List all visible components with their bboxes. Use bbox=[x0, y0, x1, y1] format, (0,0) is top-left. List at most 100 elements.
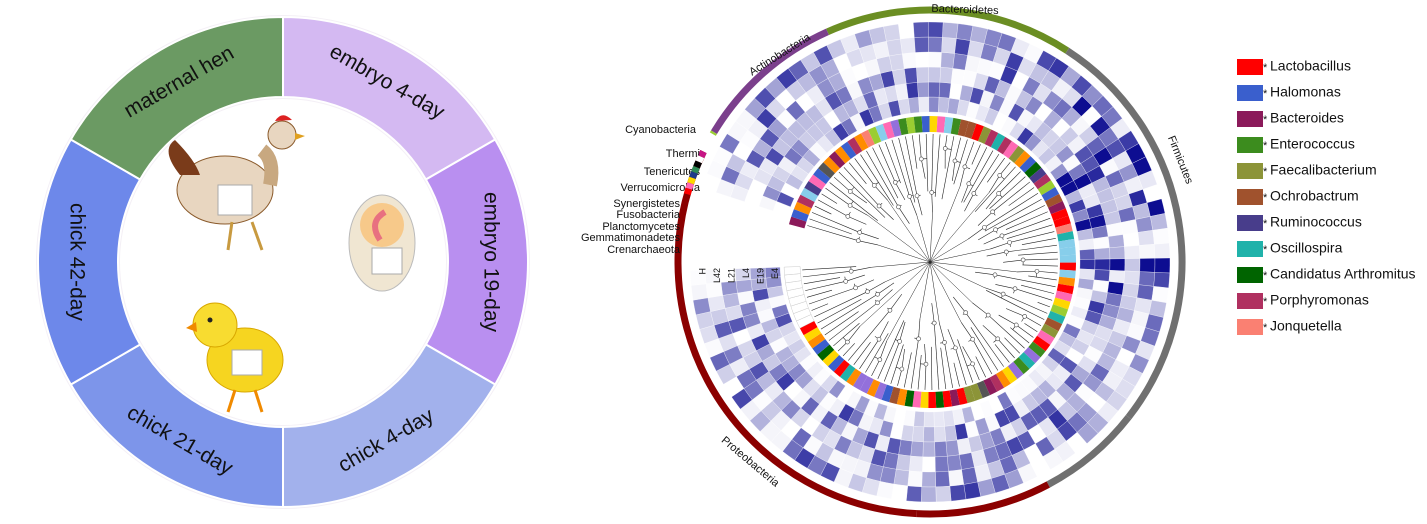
tree-branch bbox=[1036, 270, 1058, 274]
heatmap-cell bbox=[928, 51, 942, 68]
phylum-arc bbox=[709, 130, 717, 136]
tree-node bbox=[847, 189, 853, 194]
genus-cell bbox=[866, 379, 881, 397]
tree-branch bbox=[848, 310, 891, 361]
illustrations bbox=[168, 115, 416, 413]
genus-cell bbox=[822, 349, 840, 367]
tree-branch bbox=[820, 294, 878, 330]
tree-node bbox=[990, 209, 995, 215]
tree-branch bbox=[851, 267, 871, 272]
chick-leg bbox=[253, 389, 264, 413]
genus-cell bbox=[1041, 186, 1060, 202]
genus-cell bbox=[905, 116, 916, 134]
heatmap-cell bbox=[1078, 268, 1095, 281]
tree-branch bbox=[955, 347, 967, 385]
tree-node bbox=[1022, 314, 1027, 319]
stage-label: embryo 19-day bbox=[479, 192, 502, 333]
tree-node bbox=[997, 173, 1003, 178]
legend-label: Enterococcus bbox=[1270, 136, 1355, 152]
legend-label: Porphyromonas bbox=[1270, 292, 1369, 308]
genus-cell bbox=[847, 137, 863, 155]
tree-branch bbox=[972, 339, 993, 375]
legend-label: Lactobacillus bbox=[1270, 58, 1351, 74]
genus-cell bbox=[943, 116, 954, 134]
genus-cell bbox=[898, 118, 909, 136]
tree-branch bbox=[952, 296, 966, 313]
genus-cell bbox=[889, 386, 901, 405]
phylum-label: Gemmatimonadetes bbox=[581, 232, 681, 244]
heatmap-cell bbox=[1093, 236, 1110, 250]
tree-branch bbox=[985, 193, 999, 210]
tree-branch bbox=[1018, 251, 1058, 256]
genus-cell bbox=[920, 391, 929, 408]
tree-node bbox=[1007, 240, 1012, 245]
heatmap-cell bbox=[1109, 258, 1126, 272]
tree-branch bbox=[1014, 288, 1053, 301]
heatmap-cell bbox=[689, 269, 707, 286]
tree-branch bbox=[924, 364, 927, 390]
tree-branch bbox=[939, 322, 945, 343]
tree-branch bbox=[964, 193, 975, 212]
tree-node bbox=[962, 164, 968, 170]
tree-branch bbox=[995, 284, 1016, 289]
tree-node bbox=[931, 320, 937, 326]
heatmap-cell bbox=[1154, 257, 1171, 274]
tree-node bbox=[877, 357, 883, 362]
tree-node bbox=[942, 146, 948, 151]
heatmap-cell bbox=[934, 426, 947, 443]
tree-branch bbox=[803, 277, 841, 285]
legend-marker: * bbox=[1263, 270, 1268, 282]
genus-cell bbox=[1008, 145, 1025, 163]
tree-branch bbox=[970, 327, 999, 371]
legend-label: Faecalibacterium bbox=[1270, 162, 1377, 178]
heatmap-cell bbox=[1108, 234, 1125, 248]
genus-cell bbox=[921, 116, 930, 133]
tree-node bbox=[1020, 257, 1026, 263]
tree-branch bbox=[972, 302, 989, 316]
legend-marker: * bbox=[1263, 296, 1268, 308]
genus-cell bbox=[1013, 357, 1030, 375]
tree-branch bbox=[931, 192, 933, 213]
genus-cell bbox=[840, 141, 857, 159]
tree-branch bbox=[814, 291, 868, 318]
tree-branch bbox=[909, 196, 918, 216]
heatmap-cell bbox=[1123, 270, 1140, 285]
heatmap-cell bbox=[956, 23, 974, 41]
genus-cell bbox=[791, 209, 809, 222]
genus-cell bbox=[1019, 156, 1037, 173]
heatmap-cell bbox=[1093, 269, 1110, 282]
heatmap-cell bbox=[934, 441, 948, 458]
tree-branch bbox=[998, 171, 1021, 194]
phylum-label: Synergistetes bbox=[613, 198, 680, 210]
genus-cell bbox=[956, 387, 968, 405]
phylum-arc bbox=[826, 6, 1070, 54]
tree-branch bbox=[825, 187, 851, 206]
genus-cell bbox=[803, 327, 822, 342]
legend-swatch bbox=[1237, 319, 1263, 335]
genus-cell bbox=[976, 380, 990, 399]
microbe-box bbox=[371, 247, 403, 275]
tree-node bbox=[899, 366, 905, 372]
tree-branch bbox=[994, 274, 1056, 288]
genus-cell bbox=[804, 180, 822, 196]
heatmap-cell bbox=[1122, 232, 1140, 247]
tree-branch bbox=[975, 271, 996, 276]
tree-node bbox=[952, 158, 958, 164]
tree-branch bbox=[971, 144, 981, 165]
tree-branch bbox=[814, 205, 832, 215]
heatmap-cell bbox=[934, 456, 949, 473]
legend-marker: * bbox=[1263, 244, 1268, 256]
tree-node bbox=[865, 289, 870, 294]
heatmap-cell bbox=[928, 66, 941, 83]
hen-tail bbox=[168, 140, 200, 175]
tree-branch bbox=[847, 216, 867, 225]
phylum-arc bbox=[710, 28, 829, 135]
tree-branch bbox=[901, 348, 905, 370]
legend-marker: * bbox=[1263, 166, 1268, 178]
tree-branch bbox=[983, 235, 1003, 245]
tree-node bbox=[1000, 291, 1006, 297]
tree-branch bbox=[974, 166, 1016, 212]
phylum-label: Cyanobacteria bbox=[625, 124, 697, 136]
tree-branch bbox=[925, 134, 929, 192]
tree-branch bbox=[867, 215, 931, 263]
